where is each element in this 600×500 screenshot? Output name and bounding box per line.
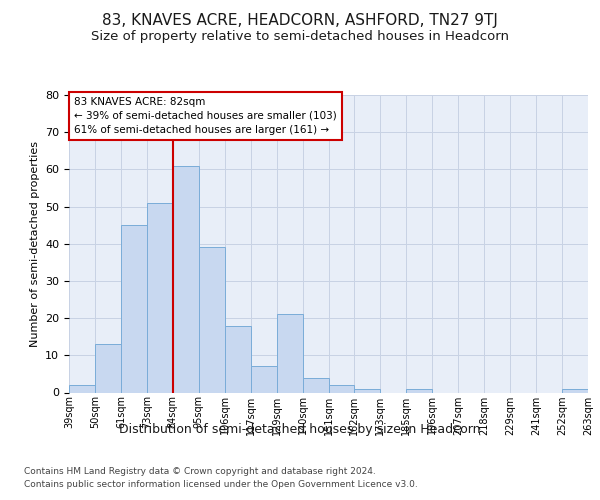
Bar	[95, 344, 121, 393]
Bar	[199, 248, 224, 392]
Bar	[406, 389, 432, 392]
Bar	[329, 385, 355, 392]
Text: 83 KNAVES ACRE: 82sqm
← 39% of semi-detached houses are smaller (103)
61% of sem: 83 KNAVES ACRE: 82sqm ← 39% of semi-deta…	[74, 97, 337, 135]
Bar	[69, 385, 95, 392]
Bar	[147, 203, 173, 392]
Text: 83, KNAVES ACRE, HEADCORN, ASHFORD, TN27 9TJ: 83, KNAVES ACRE, HEADCORN, ASHFORD, TN27…	[102, 12, 498, 28]
Bar	[355, 389, 380, 392]
Text: Size of property relative to semi-detached houses in Headcorn: Size of property relative to semi-detach…	[91, 30, 509, 43]
Bar	[225, 326, 251, 392]
Bar	[277, 314, 302, 392]
Bar	[562, 389, 588, 392]
Bar	[121, 225, 147, 392]
Bar	[251, 366, 277, 392]
Y-axis label: Number of semi-detached properties: Number of semi-detached properties	[29, 141, 40, 347]
Bar	[302, 378, 329, 392]
Text: Contains HM Land Registry data © Crown copyright and database right 2024.: Contains HM Land Registry data © Crown c…	[24, 468, 376, 476]
Bar	[173, 166, 199, 392]
Text: Distribution of semi-detached houses by size in Headcorn: Distribution of semi-detached houses by …	[119, 422, 481, 436]
Text: Contains public sector information licensed under the Open Government Licence v3: Contains public sector information licen…	[24, 480, 418, 489]
